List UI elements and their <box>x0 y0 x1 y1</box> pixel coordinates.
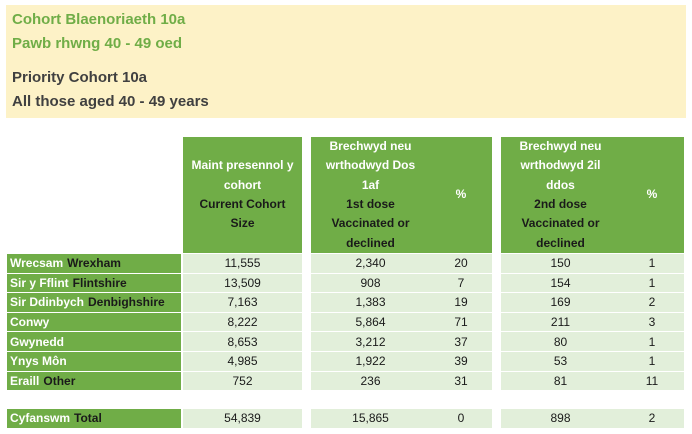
table-row-5-dose2-cell: 53 <box>501 352 620 371</box>
total-row-pct2-cell: 2 <box>620 409 684 428</box>
title-english: Priority Cohort 10a <box>12 69 148 86</box>
table-row-0-dose2-cell: 150 <box>501 254 620 273</box>
header-dose2-welsh: Brechwyd neu wrthodwyd 2il ddos <box>519 139 602 192</box>
total-row-dose2-cell: 898 <box>501 409 620 428</box>
table-row-0-pct2-cell: 1 <box>620 254 684 273</box>
header-pct2-label: % <box>646 187 658 202</box>
table-row-2-dose1-cell: 1,383 <box>311 293 430 312</box>
table-row-2-name-english: Denbighshire <box>88 295 165 310</box>
total-row-pct1-cell: 0 <box>430 409 492 428</box>
table-row-1-name-english: Flintshire <box>72 275 127 290</box>
table-row-4-size-cell: 8,653 <box>183 332 302 351</box>
table-row-4-dose1-cell: 3,212 <box>311 332 430 351</box>
header-cohort-size-english: Current Cohort Size <box>199 197 286 231</box>
header-dose2-english: 2nd dose Vaccinated or declined <box>521 197 600 250</box>
table-row-0-pct1-cell: 20 <box>430 254 492 273</box>
table-row-5-name-welsh: Ynys Môn <box>10 354 67 369</box>
table-row-3-size-cell: 8,222 <box>183 312 302 332</box>
table-row-2-name-welsh: Sir Ddinbych <box>10 295 85 310</box>
table-row-2-label: Sir Ddinbych Denbighshire <box>7 293 181 312</box>
table-row-6-dose2-cell: 81 <box>501 371 620 391</box>
header-cohort-size-welsh: Maint presennol y cohort <box>191 158 294 192</box>
subtitle-english: All those aged 40 - 49 years <box>12 93 209 110</box>
total-row-dose1-cell: 15,865 <box>311 409 430 428</box>
table-row-4-pct2-cell: 1 <box>620 332 684 351</box>
table-row-5-pct2-cell: 1 <box>620 352 684 371</box>
table-row-2-pct2-cell: 2 <box>620 293 684 312</box>
table-row-0-dose1-cell: 2,340 <box>311 254 430 273</box>
header-cohort-size: Maint presennol y cohort Current Cohort … <box>183 137 302 253</box>
table-row-5-label: Ynys Môn <box>7 352 181 371</box>
header-dose1: Brechwyd neu wrthodwyd Dos 1af 1st dose … <box>311 137 430 253</box>
table-row-1-label: Sir y Fflint Flintshire <box>7 273 181 293</box>
table-row-2-pct1-cell: 19 <box>430 293 492 312</box>
table-row-0-size-cell: 11,555 <box>183 254 302 273</box>
header-pct1-label: % <box>455 187 467 202</box>
table-row-4-dose2-cell: 80 <box>501 332 620 351</box>
table-row-3-name-welsh: Conwy <box>10 315 50 330</box>
table-row-1-dose1-cell: 908 <box>311 273 430 293</box>
table-row-6-dose1-cell: 236 <box>311 371 430 391</box>
table-row-2-size-cell: 7,163 <box>183 293 302 312</box>
table-row-6-label: Eraill Other <box>7 371 181 391</box>
table-row-4-label: Gwynedd <box>7 332 181 351</box>
table-row-1-dose2-cell: 154 <box>501 273 620 293</box>
total-row-name-english: Total <box>74 411 102 426</box>
title-welsh: Cohort Blaenoriaeth 10a <box>12 11 186 28</box>
table-row-2-dose2-cell: 169 <box>501 293 620 312</box>
table-row-3-dose2-cell: 211 <box>501 312 620 332</box>
table-row-6-pct1-cell: 31 <box>430 371 492 391</box>
header-pct2: % <box>620 137 684 253</box>
header-dose1-english: 1st dose Vaccinated or declined <box>331 197 410 250</box>
table-row-3-label: Conwy <box>7 312 181 332</box>
table-row-4-name-welsh: Gwynedd <box>10 334 65 349</box>
total-row-label: Cyfanswm Total <box>7 409 181 428</box>
table-row-5-dose1-cell: 1,922 <box>311 352 430 371</box>
table-row-0-name-welsh: Wrecsam <box>10 256 64 271</box>
table-row-4-pct1-cell: 37 <box>430 332 492 351</box>
table-row-0-name-english: Wrexham <box>67 256 121 271</box>
table-row-1-pct1-cell: 7 <box>430 273 492 293</box>
header-pct1: % <box>430 137 492 253</box>
table-row-5-size-cell: 4,985 <box>183 352 302 371</box>
table-row-1-pct2-cell: 1 <box>620 273 684 293</box>
total-row-name-welsh: Cyfanswm <box>10 411 71 426</box>
table-row-6-pct2-cell: 11 <box>620 371 684 391</box>
total-row-size-cell: 54,839 <box>183 409 302 428</box>
header-dose1-welsh: Brechwyd neu wrthodwyd Dos 1af <box>325 139 416 192</box>
table-row-1-name-welsh: Sir y Fflint <box>10 275 69 290</box>
title-banner: Cohort Blaenoriaeth 10a Pawb rhwng 40 - … <box>6 5 686 118</box>
table-row-0-label: Wrecsam Wrexham <box>7 254 181 273</box>
table-row-3-pct2-cell: 3 <box>620 312 684 332</box>
header-dose2: Brechwyd neu wrthodwyd 2il ddos 2nd dose… <box>501 137 620 253</box>
table-row-1-size-cell: 13,509 <box>183 273 302 293</box>
subtitle-welsh: Pawb rhwng 40 - 49 oed <box>12 35 183 52</box>
table-row-3-dose1-cell: 5,864 <box>311 312 430 332</box>
table-row-6-name-welsh: Eraill <box>10 373 40 388</box>
table-row-6-name-english: Other <box>43 373 76 388</box>
table-row-5-pct1-cell: 39 <box>430 352 492 371</box>
table-row-3-pct1-cell: 71 <box>430 312 492 332</box>
table-row-6-size-cell: 752 <box>183 371 302 391</box>
